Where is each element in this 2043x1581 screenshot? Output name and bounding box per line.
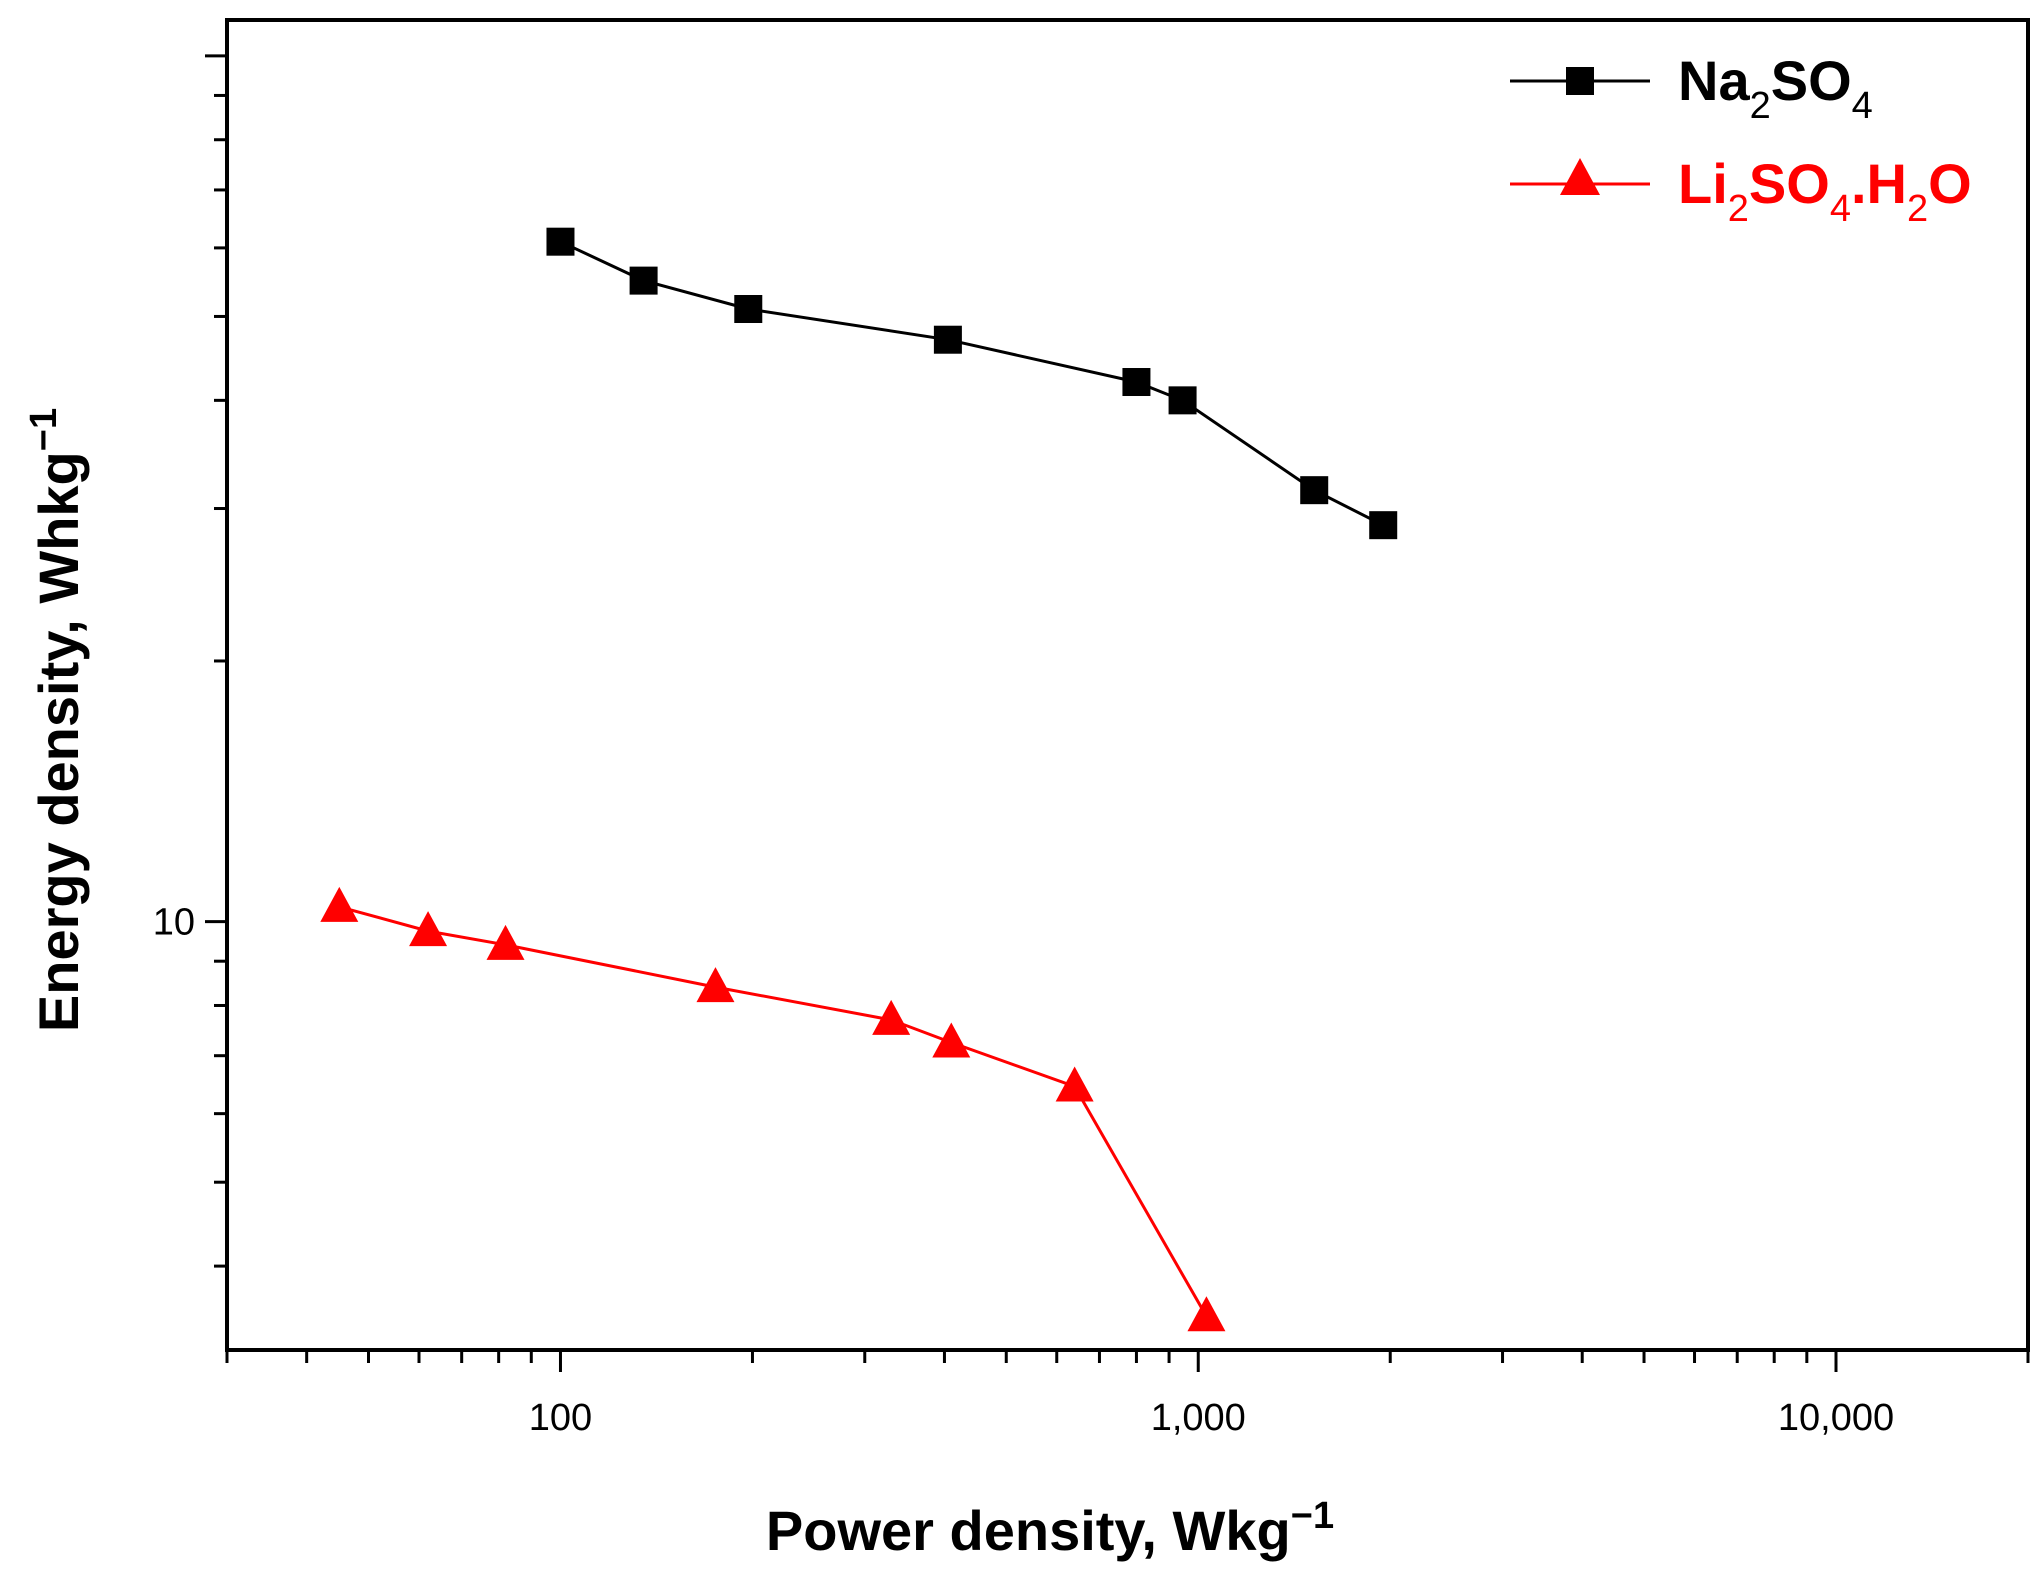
x-axis-title: Power density, Wkg−1 — [766, 1495, 1334, 1562]
data-point-triangle — [872, 999, 911, 1035]
plot-frame — [225, 18, 2030, 1352]
series-na2so4 — [546, 227, 1398, 540]
legend-item-li2so4-h2o: Li2SO4.H2O — [1510, 152, 1972, 230]
data-point-square — [1369, 511, 1398, 540]
data-point-square — [629, 266, 658, 295]
data-point-square — [546, 227, 575, 256]
data-point-triangle — [486, 924, 525, 960]
data-point-triangle — [320, 886, 359, 922]
data-point-square — [734, 295, 763, 324]
data-point-triangle — [696, 967, 735, 1003]
series-line — [338, 905, 1208, 1318]
y-axis-title: Energy density, Whkg−1 — [23, 408, 90, 1032]
x-tick-label: 100 — [529, 1397, 592, 1439]
x-tick-label: 10,000 — [1778, 1397, 1894, 1439]
data-point-triangle — [1055, 1066, 1094, 1102]
legend-label-na2so4: Na2SO4 — [1678, 49, 1873, 127]
data-point-triangle — [1187, 1296, 1226, 1332]
legend: Na2SO4 Li2SO4.H2O — [1510, 49, 1972, 230]
series-layer — [320, 227, 1398, 1332]
data-point-square — [1168, 386, 1197, 415]
legend-item-na2so4: Na2SO4 — [1510, 49, 1873, 127]
series-li2so4-h2o — [320, 886, 1226, 1332]
x-ticks: 100 1,000 10,000 — [529, 1350, 1894, 1439]
data-point-square — [1122, 368, 1151, 397]
legend-marker-na2so4 — [1566, 67, 1594, 95]
minor-ticks — [214, 93, 2030, 1363]
legend-label-li2so4-h2o: Li2SO4.H2O — [1678, 152, 1972, 230]
data-point-square — [933, 325, 962, 354]
y-tick-label: 10 — [153, 902, 195, 944]
data-point-triangle — [409, 911, 448, 947]
data-point-triangle — [932, 1022, 971, 1058]
x-tick-label: 1,000 — [1151, 1397, 1246, 1439]
legend-marker-li2so4-h2o — [1560, 158, 1600, 195]
series-line — [559, 240, 1384, 527]
y-ticks: 10 — [153, 54, 227, 944]
data-point-square — [1300, 476, 1329, 505]
